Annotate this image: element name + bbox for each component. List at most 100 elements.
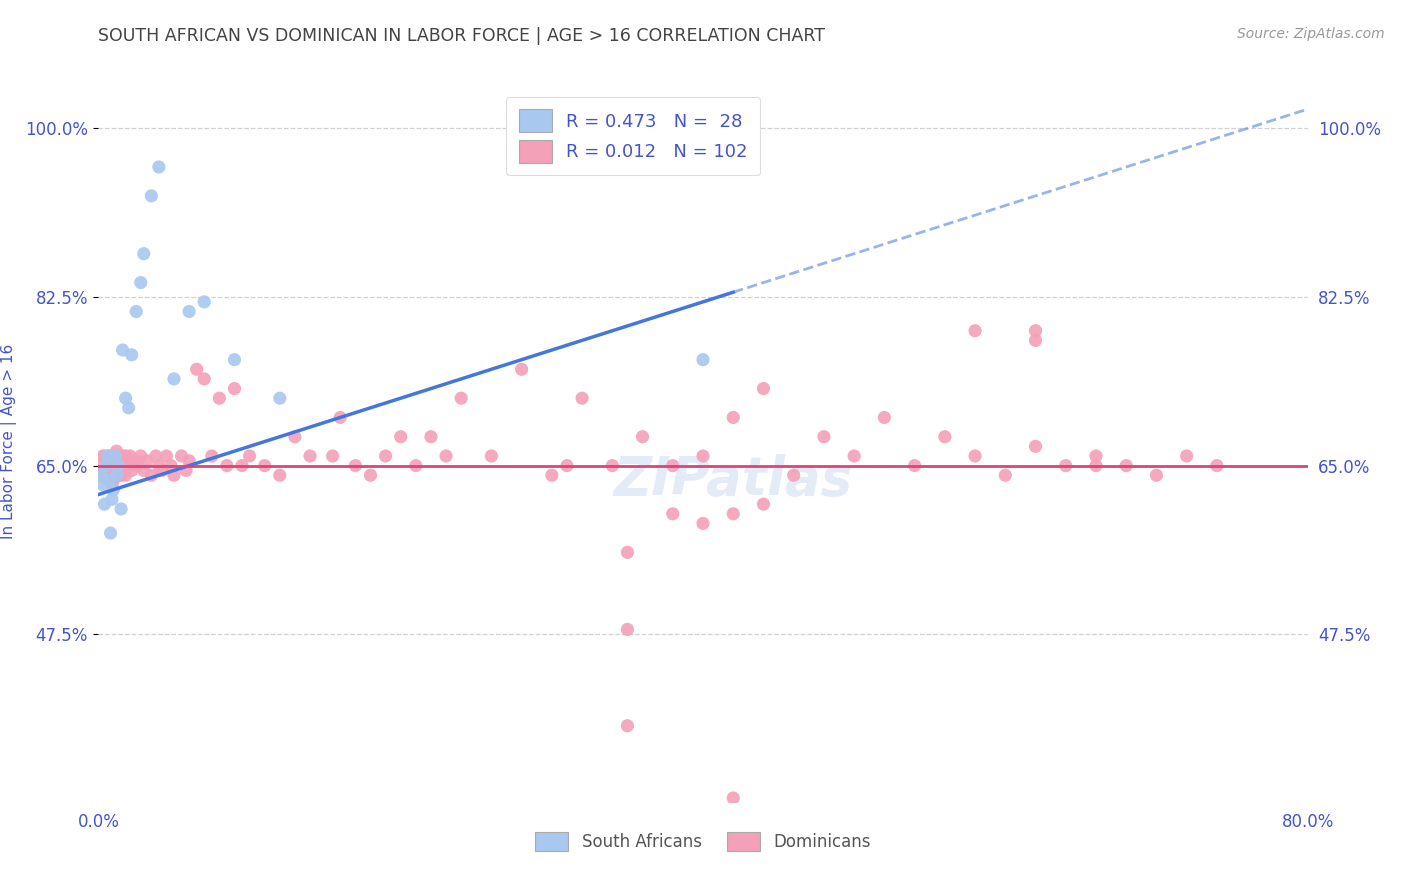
Point bbox=[141, 189, 163, 203]
Point bbox=[540, 468, 562, 483]
Point bbox=[135, 454, 157, 468]
Point bbox=[344, 458, 367, 473]
Point bbox=[107, 458, 129, 473]
Point bbox=[103, 483, 125, 497]
Point bbox=[160, 458, 183, 473]
Point bbox=[141, 468, 163, 483]
Point bbox=[224, 382, 246, 396]
Point bbox=[616, 545, 638, 559]
Point bbox=[98, 473, 121, 487]
Point bbox=[110, 502, 132, 516]
Point bbox=[510, 362, 533, 376]
Point bbox=[783, 468, 806, 483]
Point bbox=[91, 468, 114, 483]
Point bbox=[100, 468, 122, 483]
Point bbox=[602, 458, 624, 473]
Point bbox=[118, 458, 141, 473]
Point bbox=[93, 463, 115, 477]
Point bbox=[90, 468, 112, 483]
Point bbox=[813, 430, 835, 444]
Point bbox=[127, 458, 149, 473]
Point bbox=[179, 454, 201, 468]
Point bbox=[105, 468, 128, 483]
Point bbox=[231, 458, 253, 473]
Point bbox=[98, 449, 121, 463]
Point bbox=[253, 458, 276, 473]
Point bbox=[145, 449, 167, 463]
Point bbox=[723, 791, 745, 805]
Point bbox=[125, 454, 148, 468]
Point bbox=[329, 410, 352, 425]
Point bbox=[1085, 458, 1108, 473]
Point bbox=[163, 372, 186, 386]
Point bbox=[163, 468, 186, 483]
Point bbox=[105, 444, 128, 458]
Point bbox=[98, 463, 121, 477]
Point bbox=[723, 507, 745, 521]
Point bbox=[114, 391, 136, 405]
Point bbox=[965, 449, 987, 463]
Point bbox=[148, 160, 170, 174]
Point bbox=[322, 449, 344, 463]
Point bbox=[94, 468, 117, 483]
Point bbox=[1024, 334, 1046, 348]
Point bbox=[108, 468, 131, 483]
Point bbox=[434, 449, 457, 463]
Point bbox=[269, 391, 291, 405]
Point bbox=[103, 473, 125, 487]
Point bbox=[101, 478, 124, 492]
Point bbox=[299, 449, 322, 463]
Point bbox=[450, 391, 472, 405]
Point bbox=[873, 410, 896, 425]
Point bbox=[208, 391, 231, 405]
Point bbox=[174, 463, 197, 477]
Point bbox=[121, 348, 143, 362]
Point bbox=[132, 463, 155, 477]
Point bbox=[193, 372, 215, 386]
Point bbox=[405, 458, 427, 473]
Point bbox=[121, 463, 143, 477]
Point bbox=[389, 430, 412, 444]
Point bbox=[91, 478, 114, 492]
Point bbox=[91, 449, 114, 463]
Point bbox=[93, 497, 115, 511]
Point bbox=[114, 449, 136, 463]
Point bbox=[239, 449, 262, 463]
Point bbox=[94, 458, 117, 473]
Point bbox=[96, 458, 118, 473]
Point bbox=[1054, 458, 1077, 473]
Text: Source: ZipAtlas.com: Source: ZipAtlas.com bbox=[1237, 27, 1385, 41]
Point bbox=[103, 458, 125, 473]
Point bbox=[1206, 458, 1229, 473]
Point bbox=[1115, 458, 1137, 473]
Point bbox=[129, 276, 152, 290]
Point bbox=[284, 430, 307, 444]
Point bbox=[155, 449, 177, 463]
Point bbox=[111, 449, 134, 463]
Point bbox=[1175, 449, 1198, 463]
Point bbox=[1085, 449, 1108, 463]
Point bbox=[269, 468, 291, 483]
Point bbox=[555, 458, 578, 473]
Point bbox=[186, 362, 208, 376]
Point bbox=[90, 458, 112, 473]
Point bbox=[104, 449, 127, 463]
Point bbox=[934, 430, 956, 444]
Point bbox=[120, 449, 142, 463]
Point bbox=[96, 473, 118, 487]
Point bbox=[994, 468, 1017, 483]
Point bbox=[112, 458, 135, 473]
Point bbox=[215, 458, 238, 473]
Point bbox=[420, 430, 443, 444]
Point bbox=[360, 468, 382, 483]
Point bbox=[110, 454, 132, 468]
Point bbox=[101, 492, 124, 507]
Point bbox=[170, 449, 193, 463]
Point bbox=[844, 449, 866, 463]
Point bbox=[148, 458, 170, 473]
Point bbox=[224, 352, 246, 367]
Point bbox=[692, 516, 714, 531]
Legend: South Africans, Dominicans: South Africans, Dominicans bbox=[527, 823, 879, 860]
Point bbox=[481, 449, 503, 463]
Point bbox=[904, 458, 927, 473]
